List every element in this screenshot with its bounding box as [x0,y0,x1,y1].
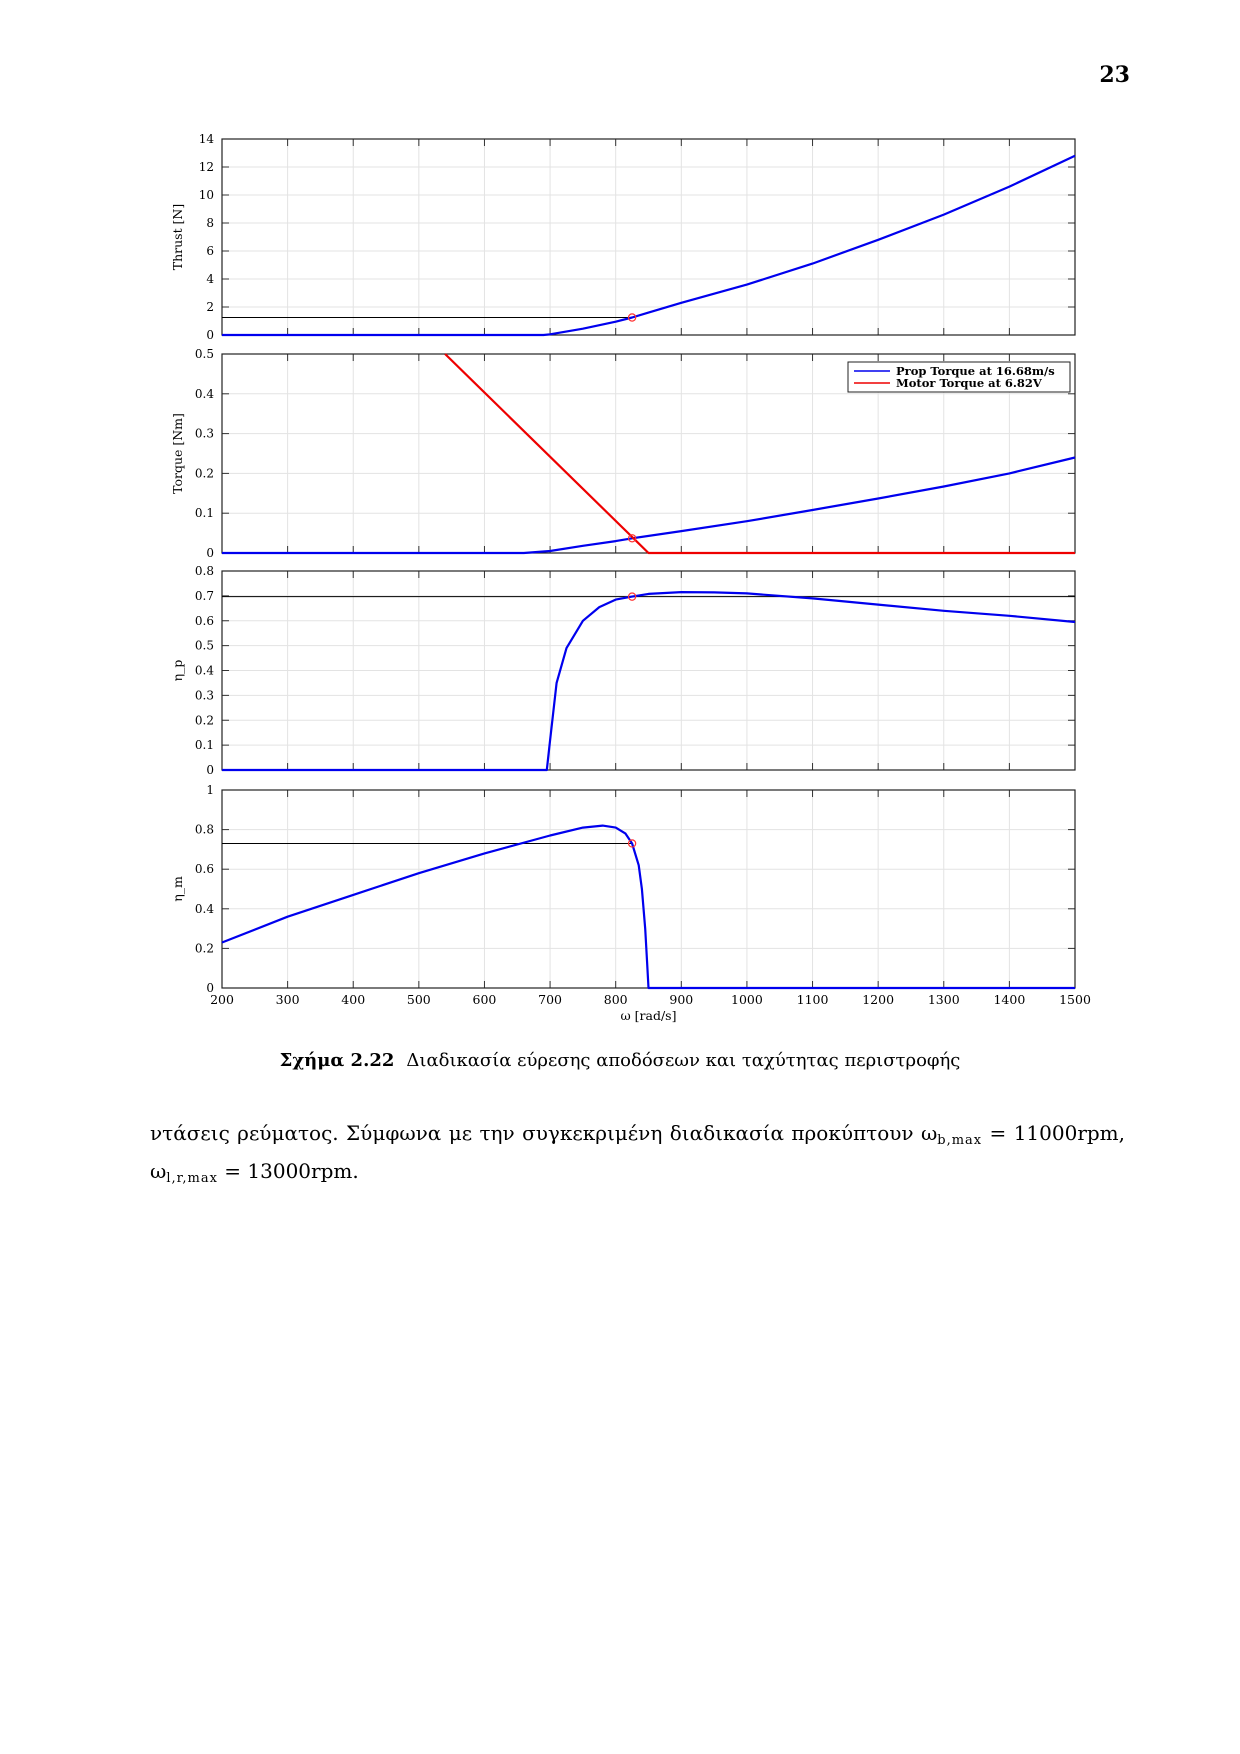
paragraph-line-2: ωl,r,max = 13000rpm. [150,1156,1125,1194]
y-axis-label: Torque [Nm] [170,413,185,494]
x-tick-label: 1200 [862,992,894,1007]
x-tick-label: 1400 [993,992,1025,1007]
y-tick-label: 0 [206,981,214,995]
y-tick-label: 14 [199,132,215,146]
operating-point-marker [627,534,637,543]
y-tick-label: 0.4 [195,902,214,916]
line2-text: ω [150,1159,167,1183]
y-tick-label: 0.2 [195,941,214,955]
y-tick-label: 12 [199,160,214,174]
y-tick-label: 0.2 [195,466,214,480]
x-tick-label: 300 [276,992,300,1007]
y-tick-label: 0.1 [195,738,214,752]
line1-value: = 11000rpm, [982,1121,1126,1145]
y-tick-label: 0.8 [195,564,214,578]
y-tick-label: 0 [206,546,214,560]
x-tick-label: 1500 [1059,992,1091,1007]
paragraph: ντάσεις ρεύματος. Σύμφωνα με την συγκεκρ… [150,1118,1125,1194]
line1-subscript: b,max [937,1133,983,1148]
line2-subscript: l,r,max [166,1171,218,1186]
x-tick-label: 600 [473,992,497,1007]
x-tick-label: 1300 [928,992,960,1007]
x-tick-label: 500 [407,992,431,1007]
caption-text: Διαδικασία εύρεσης αποδόσεων και ταχύτητ… [406,1050,961,1071]
y-axis-label: Thrust [N] [170,204,185,271]
line2-value: = 13000rpm. [217,1159,359,1183]
x-tick-label: 700 [538,992,562,1007]
operating-point-marker [627,592,637,601]
axes-box [221,789,1076,989]
y-axis-label: η_p [170,660,185,682]
page-number: 23 [1099,62,1130,88]
y-tick-label: 0.4 [195,664,214,678]
y-tick-label: 0 [206,763,214,777]
y-tick-label: 0.5 [195,639,214,653]
y-tick-label: 0 [206,328,214,342]
series-line [222,154,1076,337]
y-tick-label: 4 [206,272,214,286]
x-tick-label: 900 [669,992,693,1007]
axes-box [221,570,1076,771]
series-line [444,353,1075,555]
legend-entry: Motor Torque at 6.82V [896,376,1043,390]
caption-label: Σχήμα 2.22 [279,1050,395,1071]
x-tick-label: 200 [210,992,234,1007]
series-line [222,456,1076,555]
series-line [222,590,1076,772]
y-tick-label: 10 [199,188,214,202]
axes-box [221,138,1076,336]
line1-text: ντάσεις ρεύματος. Σύμφωνα με την συγκεκρ… [150,1121,938,1145]
y-tick-label: 0.3 [195,427,214,441]
y-tick-label: 0.6 [195,614,214,628]
x-tick-label: 400 [341,992,365,1007]
operating-point-marker [627,839,637,848]
y-tick-label: 0.5 [195,347,214,361]
y-tick-label: 6 [206,244,214,258]
y-tick-label: 0.2 [195,713,214,727]
y-tick-label: 2 [206,300,214,314]
y-tick-label: 0.1 [195,506,214,520]
x-tick-label: 800 [604,992,628,1007]
y-tick-label: 0.4 [195,387,214,401]
y-tick-label: 0.6 [195,862,214,876]
y-axis-label: η_m [170,876,185,902]
y-tick-label: 0.8 [195,823,214,837]
series-line [221,824,1075,990]
legend-box [847,361,1071,393]
operating-point-marker [627,313,637,322]
paragraph-line-1: ντάσεις ρεύματος. Σύμφωνα με την συγκεκρ… [150,1118,1125,1156]
x-tick-label: 1000 [731,992,763,1007]
y-tick-label: 0.7 [195,589,214,603]
y-tick-label: 1 [206,783,214,797]
legend-entry: Prop Torque at 16.68m/s [896,364,1055,378]
figure-caption: Σχήμα 2.22 Διαδικασία εύρεσης αποδόσεων κ… [0,1050,1240,1071]
y-tick-label: 8 [206,216,214,230]
x-axis-label: ω [rad/s] [621,1008,677,1023]
y-tick-label: 0.3 [195,688,214,702]
x-tick-label: 1100 [797,992,829,1007]
